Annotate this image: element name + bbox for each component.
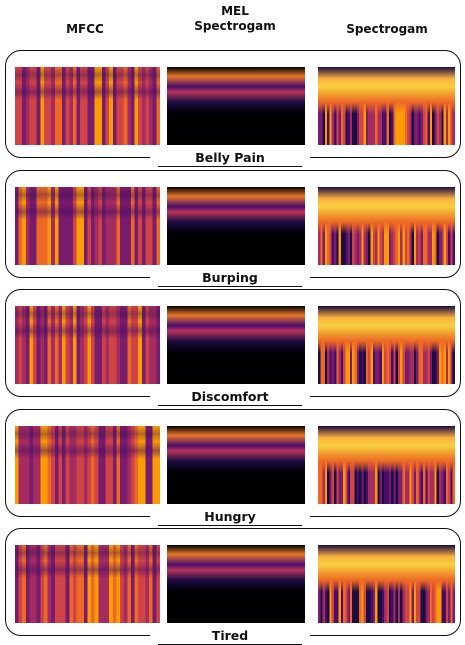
mel-image [167,187,305,265]
row-label: Hungry [150,509,310,525]
mfcc-image [15,306,160,384]
mel-image [167,306,305,384]
spectrogram-image [318,545,455,623]
spectrogram-image [318,187,455,265]
mfcc-image [15,545,160,623]
row-label: Discomfort [150,389,310,405]
spectrogram-image [318,426,455,504]
column-header: Spectrogam [317,22,457,37]
row-label: Burping [150,270,310,286]
figure: MFCC MEL Spectrogam Spectrogam (() => { … [0,0,465,642]
mel-image [167,67,305,145]
mfcc-image [15,187,160,265]
column-header: MFCC [15,22,155,37]
spectrogram-image [318,306,455,384]
spectrogram-image [318,67,455,145]
row-label: Belly Pain [150,150,310,166]
mel-image [167,426,305,504]
mel-image [167,545,305,623]
mfcc-image [15,67,160,145]
column-header: MEL Spectrogam [185,4,285,34]
mfcc-image [15,426,160,504]
